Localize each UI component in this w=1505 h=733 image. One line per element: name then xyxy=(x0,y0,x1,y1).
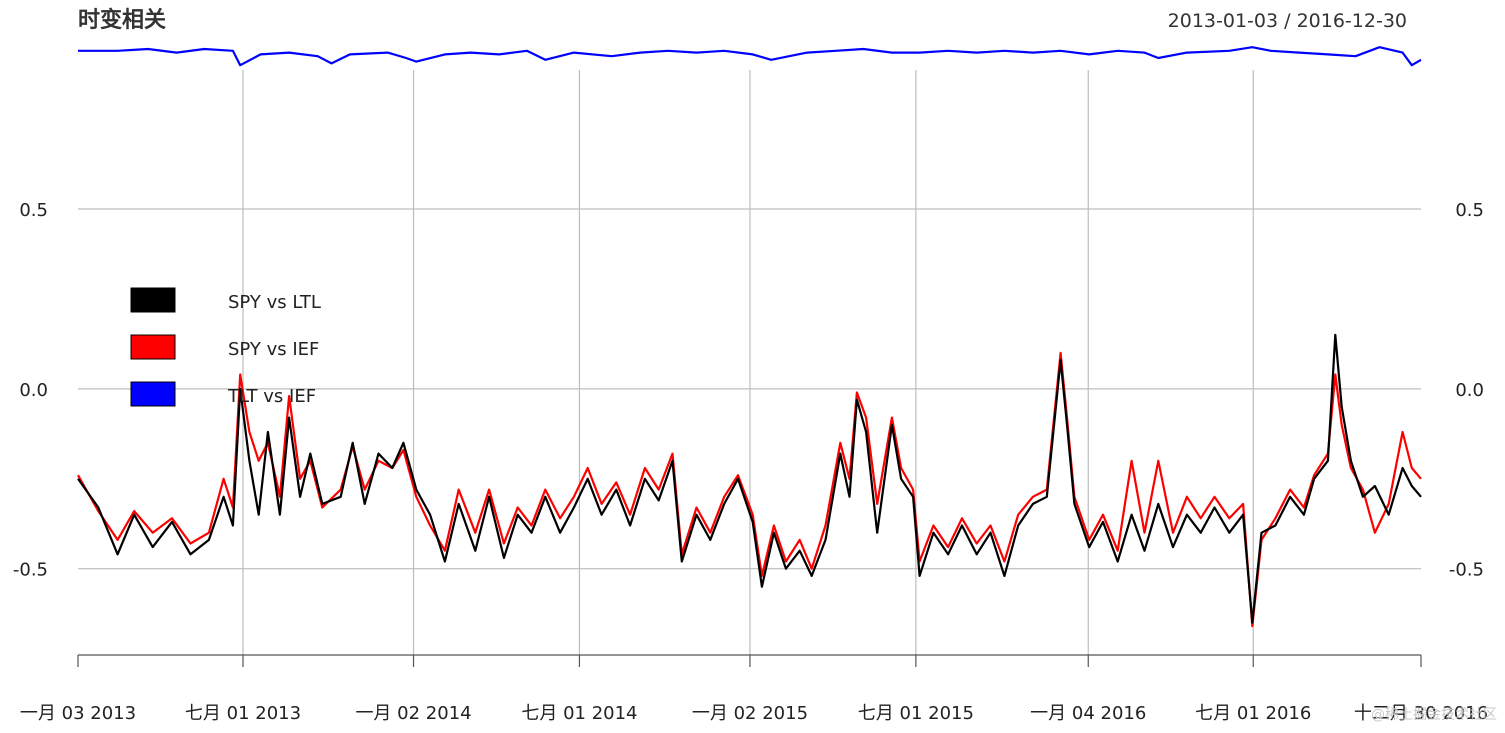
x-tick-label: 一月 04 2016 xyxy=(1030,703,1146,724)
grid-lines xyxy=(78,70,1421,655)
chart-title: 时变相关 xyxy=(78,7,166,33)
series-lines xyxy=(77,46,1422,628)
legend-swatch xyxy=(130,334,176,360)
x-tick-label: 七月 01 2013 xyxy=(185,703,301,724)
legend-label: SPY vs IEF xyxy=(228,339,319,360)
date-range-label: 2013-01-03 / 2016-12-30 xyxy=(1168,10,1407,32)
series-line-spy-vs-ief xyxy=(77,351,1422,628)
x-tick-label: 十二月 30 2016 xyxy=(1354,703,1488,724)
y-tick-label: -0.5 xyxy=(1449,560,1484,581)
x-tick-label: 一月 02 2014 xyxy=(355,703,471,724)
series-line-spy-vs-ltl xyxy=(77,333,1422,624)
y-axis-right: -0.5 0.0 0.5 xyxy=(1449,200,1484,581)
y-tick-label: 0.5 xyxy=(1455,200,1484,221)
x-tick-label: 七月 01 2014 xyxy=(521,703,637,724)
x-tick-label: 一月 03 2013 xyxy=(20,703,136,724)
y-tick-label: -0.5 xyxy=(13,560,48,581)
y-axis-left: -0.5 0.0 0.5 xyxy=(13,200,48,581)
x-tick-label: 一月 02 2015 xyxy=(692,703,808,724)
legend-swatch xyxy=(130,287,176,313)
x-tick-label: 七月 01 2015 xyxy=(858,703,974,724)
y-tick-label: 0.0 xyxy=(1455,380,1484,401)
x-axis: 一月 03 2013 七月 01 2013 一月 02 2014 七月 01 2014… xyxy=(20,654,1488,724)
watermark: @稀土掘金技术社区 xyxy=(1371,707,1497,723)
y-tick-label: 0.0 xyxy=(19,380,48,401)
legend-swatch xyxy=(130,381,176,407)
x-tick-label: 七月 01 2016 xyxy=(1195,703,1311,724)
y-tick-label: 0.5 xyxy=(19,200,48,221)
series-line-tlt-vs-ief xyxy=(78,46,1422,67)
legend-label: TLT vs IEF xyxy=(227,386,316,407)
legend-label: SPY vs LTL xyxy=(228,292,321,313)
legend: SPY vs LTL SPY vs IEF TLT vs IEF xyxy=(130,287,321,407)
